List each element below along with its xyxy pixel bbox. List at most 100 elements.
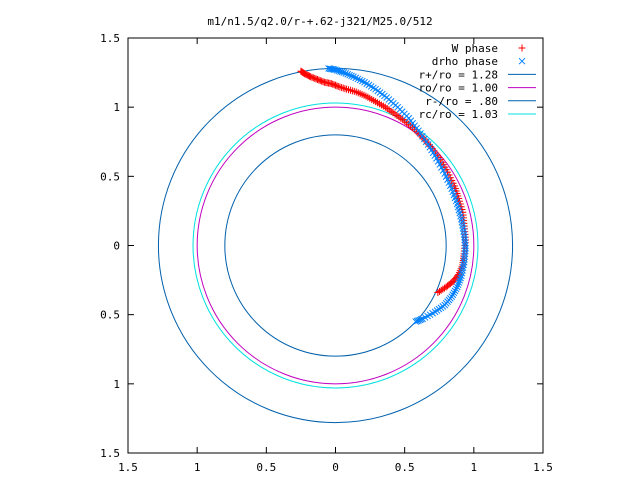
plus-marker: [518, 44, 526, 52]
cross-marker-b: [450, 191, 458, 199]
cross-marker-b: [429, 149, 437, 157]
cross-marker: [461, 250, 469, 258]
cross-marker-b: [451, 287, 459, 295]
plus-marker: [436, 287, 444, 295]
plus-marker: [345, 86, 353, 94]
plus-marker: [336, 83, 344, 91]
y-tick-label: 1.5: [100, 32, 120, 45]
cross-marker-b: [344, 70, 352, 78]
cross-marker-b: [461, 242, 469, 249]
cross-marker-b: [356, 76, 364, 84]
cross-marker: [449, 291, 457, 299]
plus-marker: [434, 289, 442, 297]
cross-marker: [461, 253, 469, 260]
cross-marker-b: [455, 279, 463, 286]
cross-marker-b: [335, 67, 343, 75]
cross-marker: [458, 272, 465, 280]
cross-marker-b: [358, 77, 366, 85]
reference-circles: [157, 67, 514, 424]
x-tick-label: 0: [332, 461, 339, 474]
cross-marker-b: [451, 194, 459, 202]
legend-label: ro/ro = 1.00: [419, 82, 498, 95]
cross-marker-b: [461, 253, 469, 260]
cross-marker-b: [442, 173, 450, 180]
cross-marker-b: [431, 152, 439, 159]
cross-marker: [342, 70, 350, 77]
chart-title: m1/n1.5/q2.0/r-+.62-j321/M25.0/512: [207, 15, 432, 28]
cross-marker-b: [460, 231, 468, 238]
cross-marker-b: [330, 66, 338, 73]
x-tick-label: 1: [471, 461, 478, 474]
plus-marker: [341, 85, 349, 93]
cross-marker: [461, 233, 468, 241]
cross-marker-b: [461, 255, 468, 263]
cross-marker-b: [457, 212, 464, 220]
cross-marker-b: [449, 291, 457, 299]
reference-circle: [157, 67, 514, 424]
cross-marker: [413, 317, 421, 325]
cross-marker-b: [456, 209, 464, 217]
cross-marker: [462, 244, 469, 252]
cross-marker-b: [419, 132, 426, 140]
cross-marker: [461, 247, 469, 255]
reference-circle: [196, 106, 475, 385]
y-tick-label: 0.5: [100, 309, 120, 322]
plus-marker: [334, 82, 342, 90]
plus-marker: [339, 84, 347, 92]
cross-marker-b: [420, 135, 428, 143]
cross-marker-b: [518, 57, 526, 65]
cross-marker: [455, 279, 463, 286]
plus-marker: [338, 84, 346, 92]
cross-marker: [452, 285, 460, 293]
x-tick-label: 1: [194, 461, 201, 474]
cross-marker-b: [439, 167, 447, 174]
cross-marker-b: [455, 206, 463, 214]
cross-marker-b: [454, 281, 462, 289]
cross-marker-b: [438, 164, 445, 171]
plus-marker: [348, 87, 356, 95]
cross-marker-b: [363, 80, 371, 88]
cross-marker-b: [367, 83, 375, 90]
plus-marker: [343, 85, 351, 93]
reference-circle: [224, 134, 447, 357]
cross-marker: [450, 289, 458, 297]
cross-marker-b: [433, 154, 440, 162]
cross-marker-b: [461, 236, 469, 244]
cross-marker-b: [452, 197, 460, 205]
cross-marker-b: [346, 71, 353, 79]
cross-marker-b: [350, 73, 357, 81]
cross-marker-b: [340, 69, 348, 76]
axis-ticks: 1.5 1 0.5 0 0.5 1 1.51.510.500.511.5: [100, 32, 553, 474]
cross-marker-b: [337, 68, 344, 75]
cross-marker: [338, 68, 346, 76]
cross-marker: [412, 318, 420, 325]
cross-marker: [461, 242, 469, 249]
cross-marker: [348, 72, 355, 80]
cross-marker: [344, 70, 352, 78]
cross-marker-b: [449, 188, 457, 196]
cross-marker-b: [461, 250, 469, 258]
y-tick-label: 0.5: [100, 170, 120, 183]
cross-marker-b: [434, 158, 442, 165]
cross-marker: [460, 231, 468, 238]
cross-marker-b: [352, 74, 360, 82]
cross-marker-b: [424, 141, 432, 148]
cross-marker-b: [459, 224, 467, 232]
cross-marker: [518, 57, 526, 65]
legend-label: rc/ro = 1.03: [419, 108, 498, 121]
cross-marker-b: [453, 283, 461, 291]
legend-label: drho phase: [432, 55, 498, 68]
cross-marker-b: [365, 81, 373, 89]
legend-label: W phase: [452, 42, 498, 55]
cross-marker: [457, 274, 464, 282]
cross-marker-b: [461, 247, 469, 255]
cross-marker-b: [333, 67, 341, 74]
cross-marker: [453, 283, 461, 291]
cross-marker-b: [354, 75, 362, 83]
data-markers: [297, 65, 470, 325]
cross-marker-b: [457, 274, 464, 282]
cross-marker: [340, 69, 348, 76]
reference-circle: [192, 102, 479, 389]
